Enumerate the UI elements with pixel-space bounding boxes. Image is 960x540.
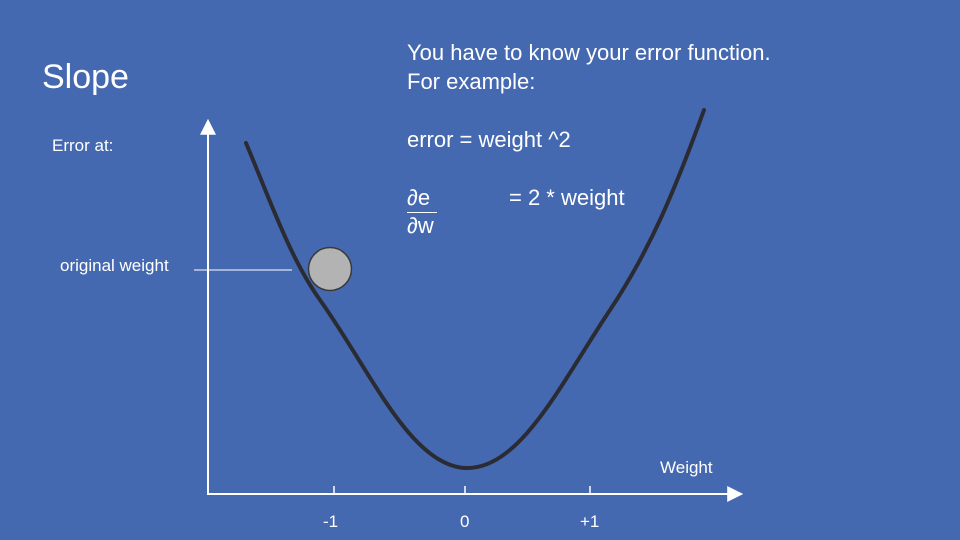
derivative-numerator: ∂e xyxy=(407,185,431,210)
fraction-bar xyxy=(407,212,437,213)
y-axis-label: Error at: xyxy=(52,136,114,155)
tick-label-zero: 0 xyxy=(460,512,470,531)
derivative-denominator: ∂w xyxy=(407,213,434,238)
note-line-1: You have to know your error function. xyxy=(407,40,771,65)
weight-ball xyxy=(307,246,353,292)
x-axis-label: Weight xyxy=(660,458,713,477)
tick-label-minus-one: -1 xyxy=(323,512,339,531)
error-curve xyxy=(244,108,706,471)
slide-title: Slope xyxy=(42,58,129,96)
derivative-rhs: = 2 * weight xyxy=(509,185,625,210)
tick-label-plus-one: +1 xyxy=(580,512,600,531)
original-weight-label: original weight xyxy=(60,256,169,275)
error-equation: error = weight ^2 xyxy=(407,127,571,152)
note-line-2: For example: xyxy=(407,69,536,94)
